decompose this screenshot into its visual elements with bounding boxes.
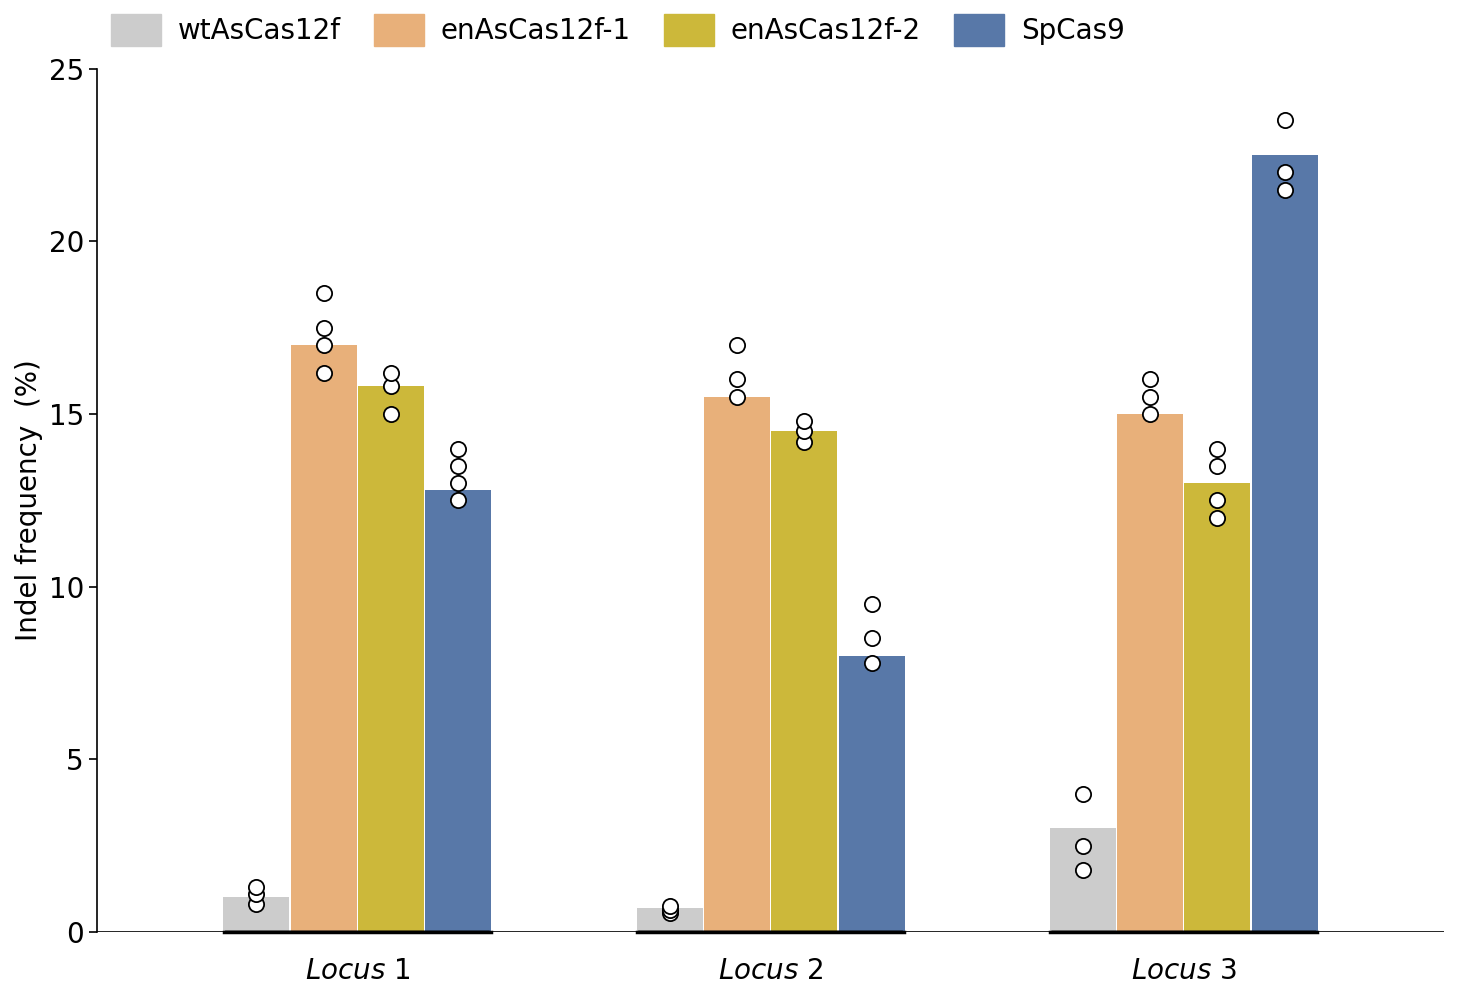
Point [1274, 182, 1297, 198]
Point [1205, 441, 1228, 457]
Point [245, 896, 268, 912]
Point [859, 596, 883, 612]
Bar [357, 386, 425, 932]
Point [245, 886, 268, 902]
Point [1071, 862, 1094, 878]
Point [312, 320, 336, 336]
Point [725, 337, 748, 353]
Bar [1118, 414, 1183, 932]
Point [1205, 510, 1228, 526]
Bar [1050, 828, 1116, 932]
Point [792, 413, 816, 429]
Point [446, 475, 470, 491]
Point [1071, 786, 1094, 802]
Bar [772, 431, 837, 932]
Point [1205, 492, 1228, 508]
Point [312, 285, 336, 301]
Point [859, 655, 883, 671]
Point [245, 879, 268, 895]
Point [725, 371, 748, 387]
Point [446, 441, 470, 457]
Point [792, 434, 816, 450]
Point [379, 365, 403, 381]
Point [1138, 371, 1161, 387]
Point [725, 389, 748, 405]
Point [312, 337, 336, 353]
Point [859, 630, 883, 646]
Bar [290, 345, 356, 932]
Bar [703, 397, 770, 932]
Point [1274, 112, 1297, 128]
Point [446, 492, 470, 508]
Bar [426, 490, 492, 932]
Point [446, 458, 470, 474]
Bar [839, 656, 905, 932]
Point [379, 378, 403, 394]
Point [792, 423, 816, 439]
Bar [636, 908, 703, 932]
Point [1138, 389, 1161, 405]
Point [312, 365, 336, 381]
Bar [1252, 155, 1317, 932]
Point [1274, 164, 1297, 180]
Bar [1185, 483, 1250, 932]
Bar [223, 897, 289, 932]
Point [1205, 458, 1228, 474]
Point [658, 898, 681, 914]
Y-axis label: Indel frequency  (%): Indel frequency (%) [15, 359, 42, 641]
Point [1138, 406, 1161, 422]
Point [658, 902, 681, 918]
Legend: wtAsCas12f, enAsCas12f-1, enAsCas12f-2, SpCas9: wtAsCas12f, enAsCas12f-1, enAsCas12f-2, … [111, 14, 1125, 46]
Point [379, 406, 403, 422]
Point [1071, 838, 1094, 854]
Point [658, 905, 681, 921]
